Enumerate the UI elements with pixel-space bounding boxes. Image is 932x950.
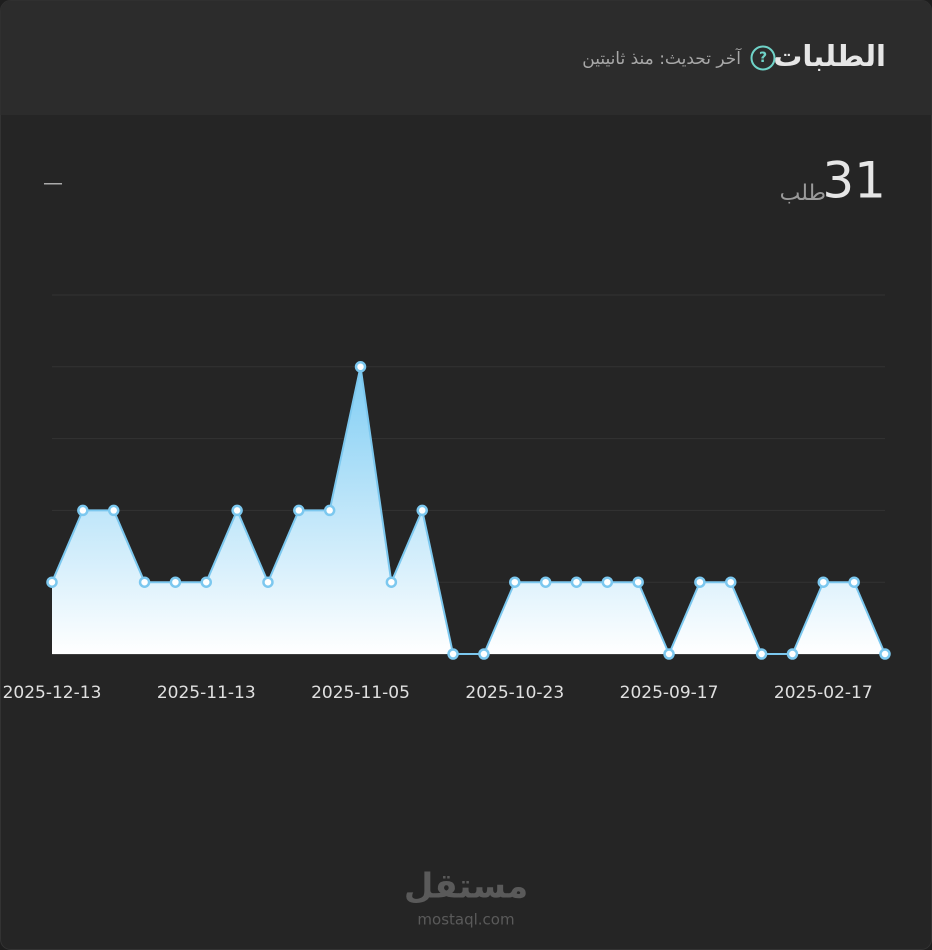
data-point xyxy=(354,361,367,373)
area-line xyxy=(51,366,886,657)
data-point xyxy=(107,504,120,517)
data-point xyxy=(755,648,768,660)
data-point xyxy=(77,504,89,517)
watermark-logo: مستقل xyxy=(404,867,528,907)
data-point xyxy=(570,576,583,588)
total-unit: طلب xyxy=(780,181,826,206)
data-point xyxy=(478,648,490,660)
x-tick-label: 2025-02-17 xyxy=(774,683,873,703)
data-point xyxy=(817,576,830,588)
x-tick-label: 2025-10-23 xyxy=(465,683,564,703)
data-point xyxy=(724,576,737,588)
data-point xyxy=(632,576,644,588)
data-point xyxy=(509,576,521,588)
data-point xyxy=(879,648,891,660)
x-tick-label: 2025-12-13 xyxy=(3,683,102,703)
data-point xyxy=(169,576,182,588)
x-tick-label: 2025-11-13 xyxy=(157,683,256,703)
area-fill xyxy=(52,366,885,654)
header-bg xyxy=(0,0,932,115)
data-point xyxy=(663,648,675,660)
watermark-url: mostaql.com xyxy=(417,911,514,929)
data-point xyxy=(385,576,398,588)
subtitle: آخر تحديث: منذ ثانيتين xyxy=(582,47,742,69)
data-point xyxy=(262,576,274,588)
data-point xyxy=(601,576,614,588)
data-point xyxy=(447,648,459,660)
title: الطلبات xyxy=(773,39,886,73)
data-point xyxy=(231,504,243,517)
total-value: 31 xyxy=(822,152,886,210)
data-point xyxy=(293,504,305,517)
data-point xyxy=(786,648,799,660)
data-point xyxy=(138,576,151,588)
x-tick-label: 2025-11-05 xyxy=(311,683,410,703)
help-icon-glyph: ? xyxy=(759,50,767,66)
data-point xyxy=(46,576,58,588)
data-point xyxy=(694,576,706,588)
data-point xyxy=(848,576,860,588)
data-point xyxy=(323,504,336,517)
collapse-toggle[interactable]: — xyxy=(43,171,63,195)
help-icon[interactable] xyxy=(750,45,776,71)
x-tick-label: 2025-09-17 xyxy=(620,683,719,703)
data-point xyxy=(200,576,213,588)
data-point xyxy=(416,504,428,517)
data-point xyxy=(539,576,552,588)
